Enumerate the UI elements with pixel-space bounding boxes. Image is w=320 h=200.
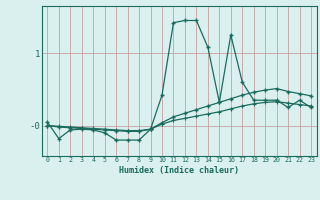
X-axis label: Humidex (Indice chaleur): Humidex (Indice chaleur) [119,166,239,175]
